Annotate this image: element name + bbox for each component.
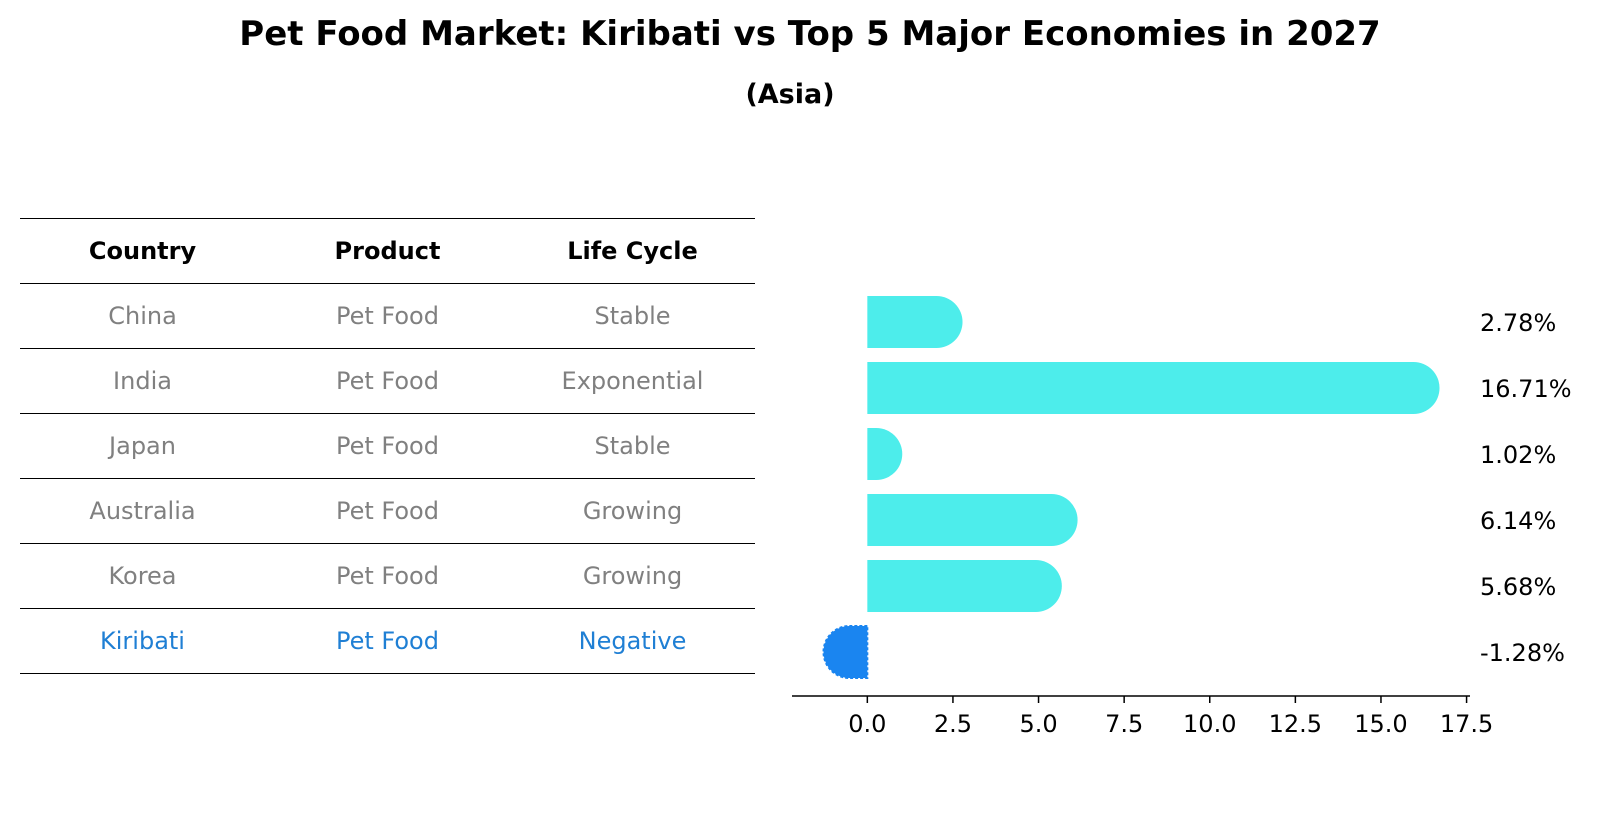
cell-product: Pet Food [265,413,510,479]
bar-kiribati [822,625,869,679]
value-label: 2.78% [1480,309,1556,337]
x-tick-label: 2.5 [934,710,972,738]
value-label: 6.14% [1480,507,1556,535]
x-tick-label: 15.0 [1354,710,1407,738]
value-label: 1.02% [1480,441,1556,469]
cell-product: Pet Food [265,478,510,544]
value-label: 16.71% [1480,375,1572,403]
cell-life-cycle: Growing [510,478,755,544]
bar-japan [867,428,903,480]
table-row: Korea Pet Food Growing [20,543,755,609]
bar-korea [867,560,1062,612]
chart-title: Pet Food Market: Kiribati vs Top 5 Major… [239,14,1381,54]
header-product: Product [265,218,510,284]
cell-country: India [20,348,265,414]
cell-life-cycle: Growing [510,543,755,609]
x-tick-label: 5.0 [1019,710,1057,738]
cell-product: Pet Food [265,283,510,349]
bar-china [867,296,963,348]
table-header-row: Country Product Life Cycle [20,218,755,284]
bar-australia [867,494,1078,546]
x-tick-label: 7.5 [1105,710,1143,738]
x-tick-label: 10.0 [1183,710,1236,738]
cell-life-cycle: Negative [510,608,755,674]
table-row: Australia Pet Food Growing [20,478,755,544]
value-label: 5.68% [1480,573,1556,601]
value-label: -1.28% [1480,639,1565,667]
table-row-highlight: Kiribati Pet Food Negative [20,608,755,674]
header-life-cycle: Life Cycle [510,218,755,284]
table-row: China Pet Food Stable [20,283,755,349]
cell-country: Australia [20,478,265,544]
table-row: India Pet Food Exponential [20,348,755,414]
header-country: Country [20,218,265,284]
comparison-table: Country Product Life Cycle China Pet Foo… [20,218,755,674]
cell-life-cycle: Exponential [510,348,755,414]
chart-subtitle: (Asia) [745,79,835,110]
x-tick-label: 12.5 [1269,710,1322,738]
x-tick-label: 17.5 [1440,710,1493,738]
table-row: Japan Pet Food Stable [20,413,755,479]
cell-product: Pet Food [265,543,510,609]
bar-india [867,362,1440,414]
cell-country: China [20,283,265,349]
cell-product: Pet Food [265,348,510,414]
cell-country: Kiribati [20,608,265,674]
cell-life-cycle: Stable [510,283,755,349]
cell-country: Japan [20,413,265,479]
cell-country: Korea [20,543,265,609]
x-tick-label: 0.0 [848,710,886,738]
cell-product: Pet Food [265,608,510,674]
cell-life-cycle: Stable [510,413,755,479]
